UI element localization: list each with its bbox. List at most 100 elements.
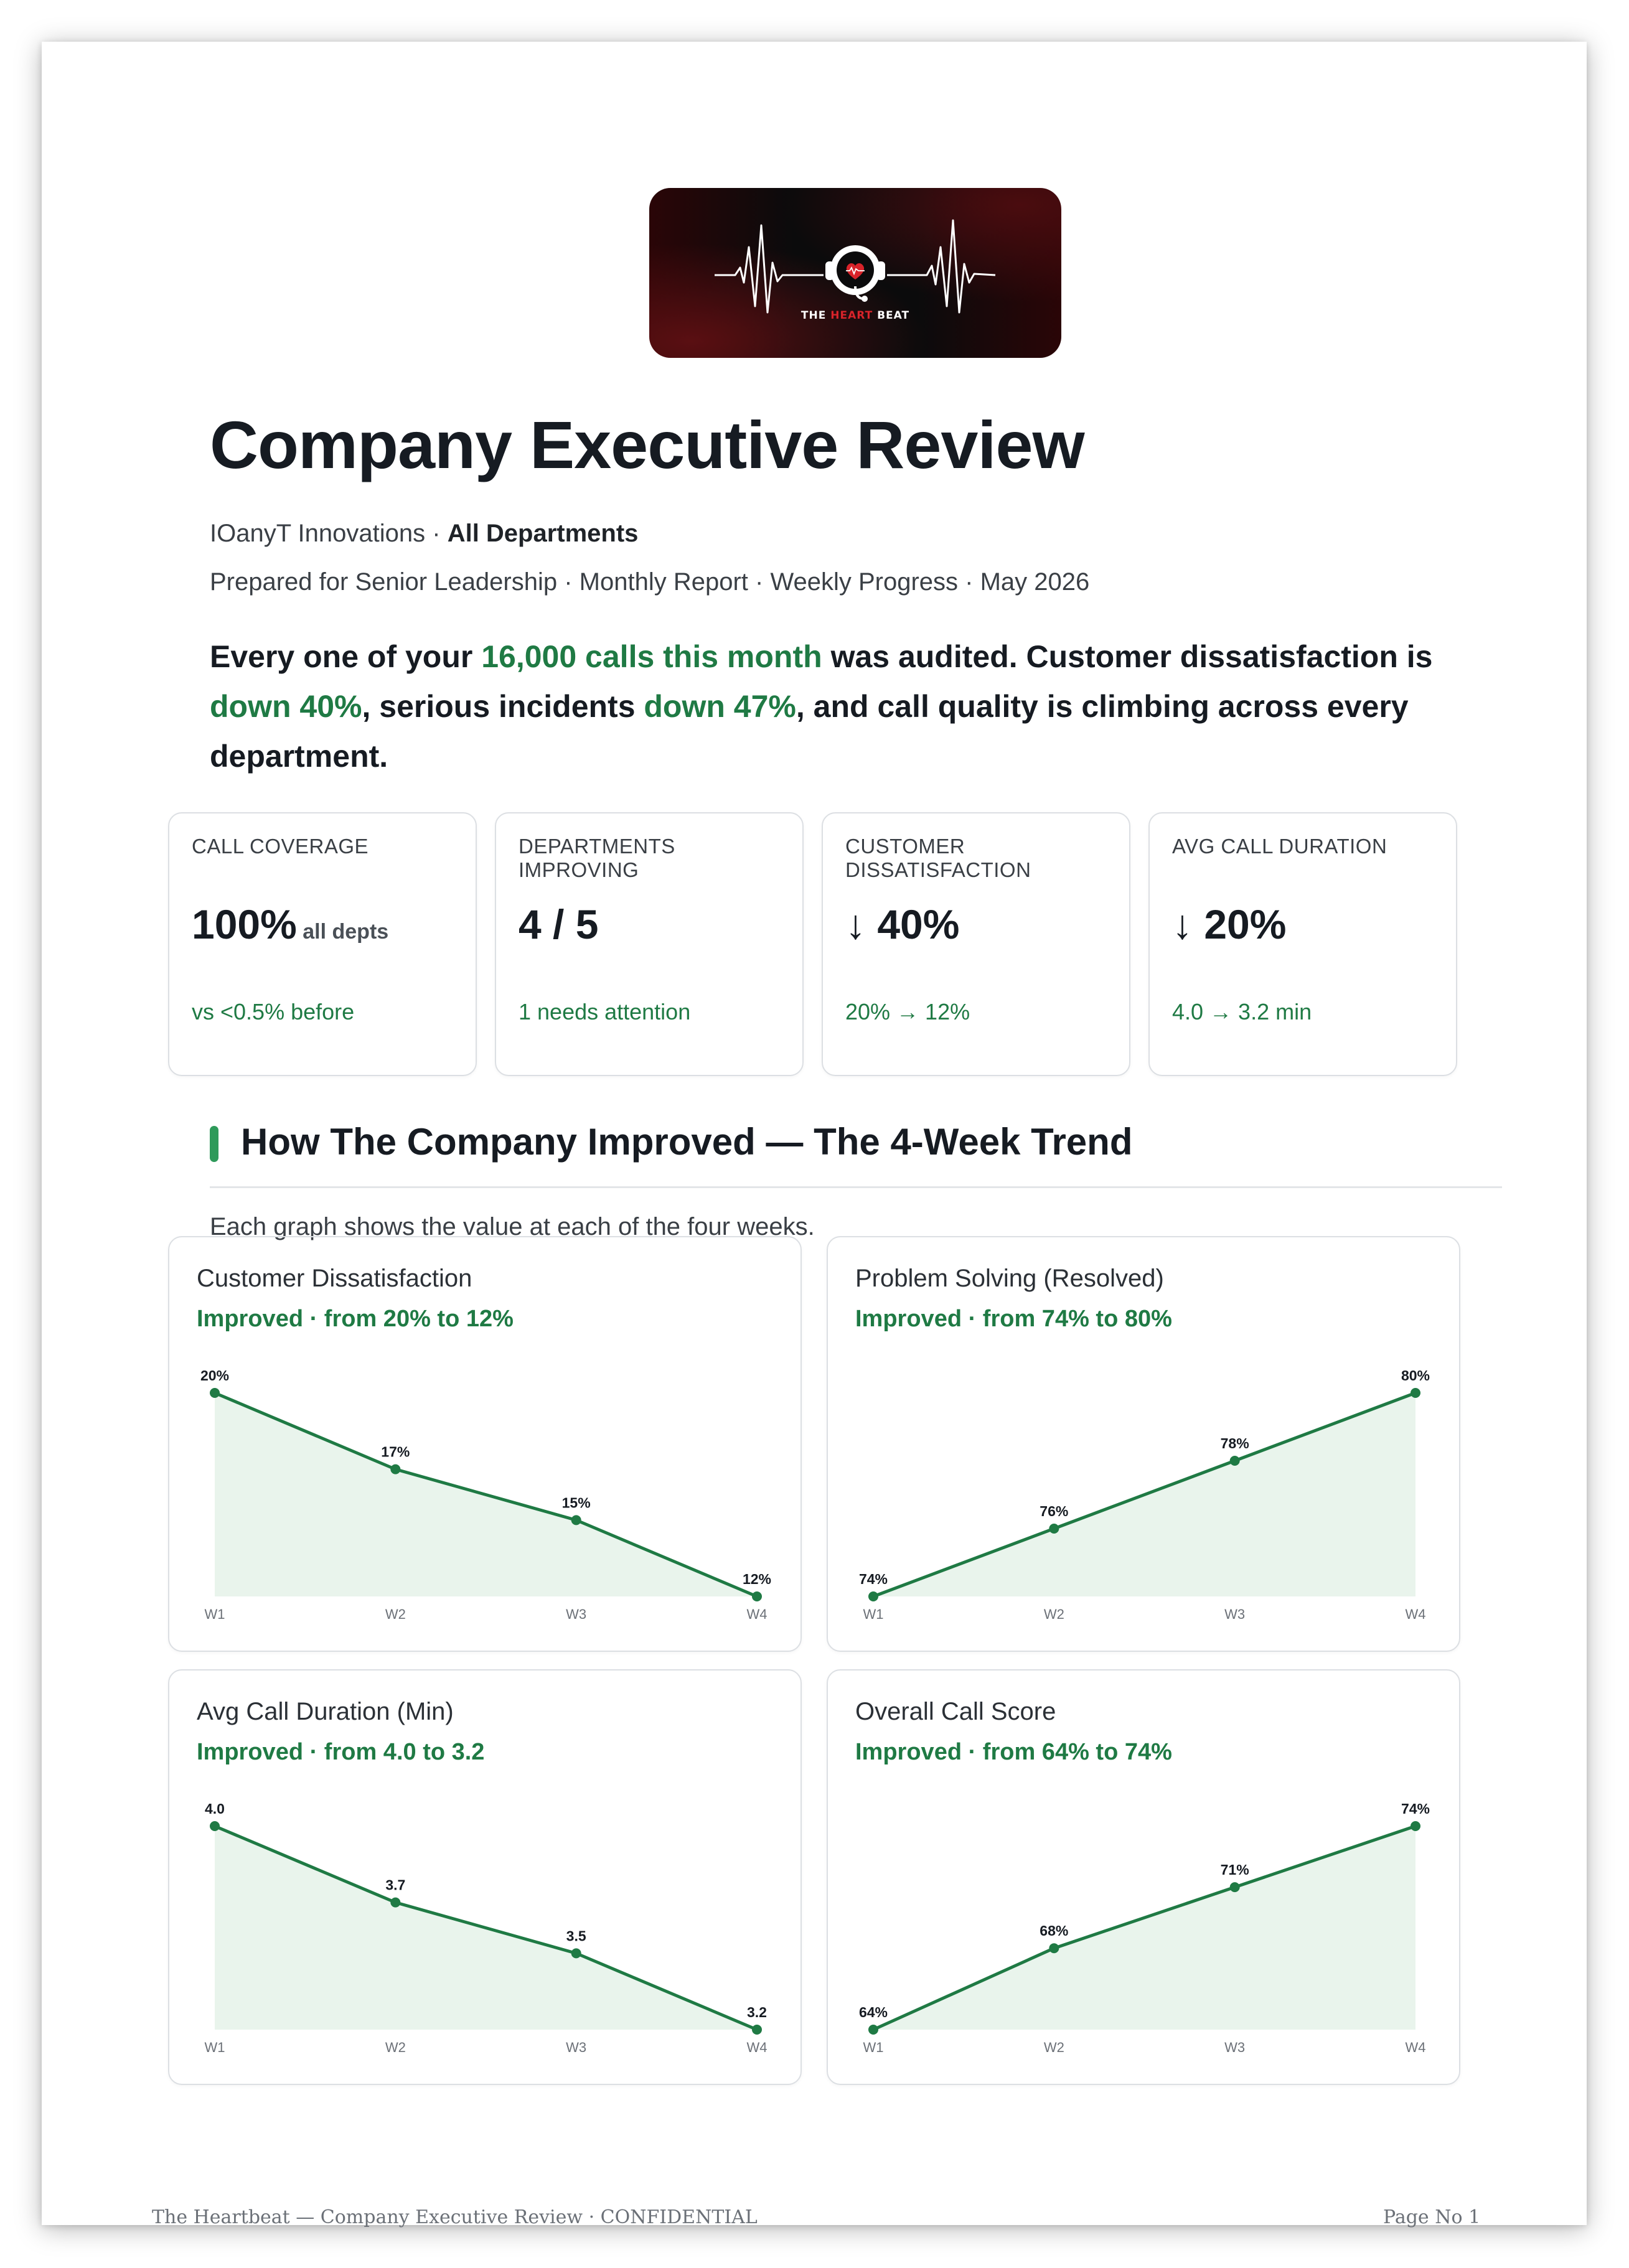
data-point: [868, 2025, 878, 2035]
kpi-value: 100% all depts: [192, 901, 389, 947]
kpi-label: DEPARTMENTS IMPROVING: [519, 835, 675, 881]
chart-title: Overall Call Score: [855, 1698, 1056, 1725]
footer-page-number: Page No 1: [1383, 2206, 1481, 2228]
chart-overall-call-score: 64% W1 68% W2 71% W3 74% W4: [859, 1801, 1430, 2055]
x-tick-label: W4: [747, 1606, 768, 1622]
chart-problem-solving: 74% W1 76% W2 78% W3 80% W4: [859, 1367, 1430, 1622]
chart-customer-dissatisfaction: 20% W1 17% W2 15% W3 12% W4: [200, 1367, 771, 1622]
kpi-label: CALL COVERAGE: [192, 835, 369, 858]
chart-card-overall-call-score: Overall Call Score Improved · from 64% t…: [827, 1669, 1460, 2085]
x-tick-label: W3: [1224, 1606, 1245, 1622]
data-label: 3.5: [566, 1928, 586, 1944]
chart-line: [872, 1824, 1416, 2031]
x-tick-label: W1: [863, 2040, 884, 2055]
data-point: [1411, 1821, 1420, 1831]
headset-heart-icon: [825, 245, 885, 302]
x-tick-label: W2: [1044, 1606, 1064, 1622]
summary-highlight-incidents: down 47%: [644, 689, 796, 724]
kpi-footnote: vs <0.5% before: [192, 999, 355, 1024]
data-label: 71%: [1221, 1862, 1249, 1878]
summary-highlight-dissatisfaction: down 40%: [210, 689, 362, 724]
data-point: [210, 1388, 220, 1398]
heartbeat-line-icon: [715, 219, 996, 314]
data-point: [1049, 1524, 1059, 1534]
data-label: 12%: [743, 1571, 771, 1587]
x-tick-label: W2: [385, 1606, 406, 1622]
scope-label: All Departments: [447, 520, 639, 547]
x-tick-label: W1: [205, 1606, 225, 1622]
data-point: [1229, 1882, 1240, 1893]
chart-card-avg-call-duration: Avg Call Duration (Min) Improved · from …: [168, 1669, 802, 2085]
chart-card-customer-dissatisfaction: Customer Dissatisfaction Improved · from…: [168, 1236, 802, 1652]
chart-subtitle: Improved · from 4.0 to 3.2: [197, 1739, 485, 1765]
x-tick-label: W4: [1406, 1606, 1426, 1622]
kpi-value: ↓ 40%: [845, 901, 960, 947]
report-page: THE HEART BEAT Company Executive Review …: [42, 42, 1587, 2228]
kpi-card-avg-call-duration: AVG CALL DURATION ↓ 20% 4.0 → 3.2 min: [1148, 812, 1457, 1076]
x-tick-label: W2: [385, 2040, 406, 2055]
page-title: Company Executive Review: [210, 407, 1085, 482]
chart-subtitle: Improved · from 64% to 74%: [855, 1739, 1172, 1765]
chart-title: Problem Solving (Resolved): [855, 1265, 1164, 1292]
x-tick-label: W3: [1224, 2040, 1245, 2055]
x-tick-label: W4: [747, 2040, 768, 2055]
data-label: 17%: [381, 1444, 410, 1460]
section-divider: [210, 1186, 1502, 1188]
data-point: [1049, 1943, 1059, 1954]
summary-highlight-calls: 16,000 calls this month: [481, 639, 822, 674]
chart-line: [214, 1391, 758, 1598]
x-tick-label: W2: [1044, 2040, 1064, 2055]
data-label: 76%: [1040, 1503, 1068, 1519]
chart-title: Avg Call Duration (Min): [197, 1698, 454, 1725]
chart-subtitle: Improved · from 74% to 80%: [855, 1306, 1172, 1332]
data-point: [868, 1591, 878, 1601]
kpi-footnote: 20% → 12%: [845, 999, 970, 1024]
section-description: Each graph shows the value at each of th…: [210, 1213, 815, 1240]
section-title: How The Company Improved — The 4-Week Tr…: [241, 1121, 1133, 1163]
data-label: 64%: [859, 2004, 888, 2020]
data-label: 20%: [200, 1367, 229, 1384]
company-name: IOanyT Innovations: [210, 520, 426, 547]
data-label: 3.7: [385, 1877, 405, 1893]
data-point: [1411, 1388, 1420, 1398]
chart-line: [873, 1391, 1416, 1598]
kpi-footnote: 4.0 → 3.2 min: [1172, 999, 1312, 1024]
kpi-label: CUSTOMER DISSATISFACTION: [845, 835, 1031, 881]
data-label: 3.2: [747, 2004, 767, 2020]
kpi-value: ↓ 20%: [1172, 901, 1287, 947]
report-meta: Prepared for Senior Leadership · Monthly…: [210, 568, 1090, 596]
logo-wordmark: THE HEART BEAT: [800, 309, 910, 322]
data-label: 15%: [562, 1494, 591, 1511]
data-label: 74%: [1401, 1801, 1430, 1817]
x-tick-label: W4: [1406, 2040, 1426, 2055]
data-point: [390, 1897, 401, 1908]
footer-left: The Heartbeat — Company Executive Review…: [152, 2206, 758, 2228]
data-point: [752, 2025, 762, 2035]
chart-subtitle: Improved · from 20% to 12%: [197, 1306, 514, 1332]
executive-summary: Every one of your 16,000 calls this mont…: [210, 639, 1433, 774]
kpi-value: 4 / 5: [519, 901, 599, 947]
data-point: [210, 1821, 220, 1831]
heartbeat-logo: THE HEART BEAT: [649, 188, 1061, 358]
company-line: IOanyT Innovations · All Departments: [210, 520, 639, 547]
kpi-card-departments-improving: DEPARTMENTS IMPROVING 4 / 5 1 needs atte…: [495, 812, 804, 1076]
chart-card-problem-solving: Problem Solving (Resolved) Improved · fr…: [827, 1236, 1460, 1652]
data-point: [571, 1948, 581, 1959]
data-label: 78%: [1221, 1435, 1249, 1451]
chart-area: [873, 1826, 1415, 2030]
kpi-card-call-coverage: CALL COVERAGE 100% all depts vs <0.5% be…: [168, 812, 477, 1076]
kpi-card-customer-dissatisfaction: CUSTOMER DISSATISFACTION ↓ 40% 20% → 12%: [822, 812, 1130, 1076]
kpi-label: AVG CALL DURATION: [1172, 835, 1387, 858]
x-tick-label: W1: [863, 1606, 884, 1622]
data-label: 68%: [1040, 1923, 1068, 1939]
data-point: [390, 1464, 401, 1474]
kpi-footnote: 1 needs attention: [519, 999, 691, 1024]
x-tick-label: W3: [566, 1606, 586, 1622]
data-label: 80%: [1401, 1367, 1430, 1384]
chart-avg-call-duration: 4.0 W1 3.7 W2 3.5 W3 3.2 W4: [205, 1801, 768, 2055]
data-label: 74%: [859, 1571, 888, 1587]
x-tick-label: W1: [205, 2040, 225, 2055]
x-tick-label: W3: [566, 2040, 586, 2055]
data-label: 4.0: [205, 1801, 225, 1817]
chart-line: [214, 1824, 758, 2031]
